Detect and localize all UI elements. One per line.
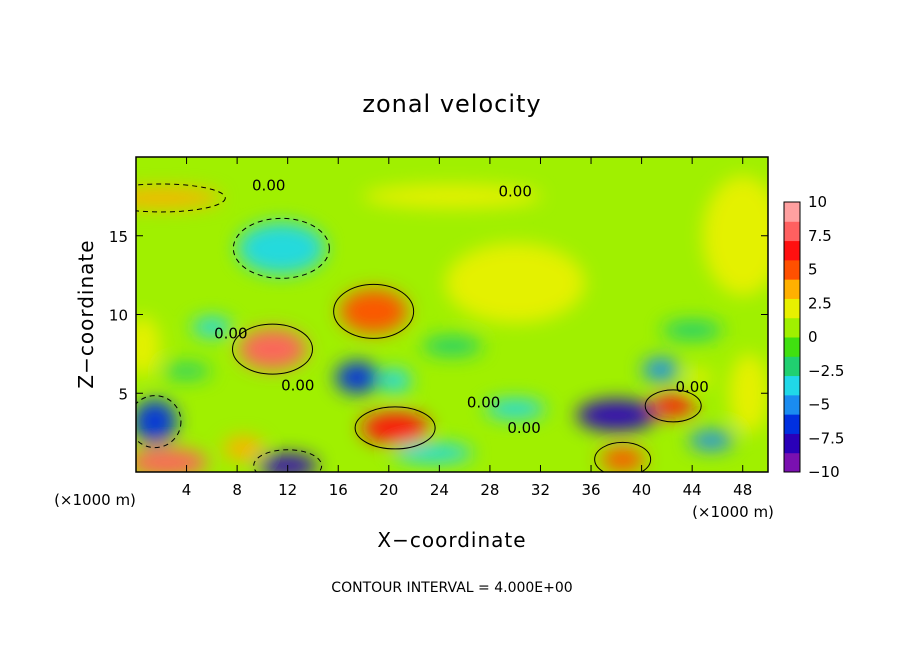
x-tick-label: 32 bbox=[531, 481, 550, 499]
contour-labels: 0.00 0.00 0.00 0.00 0.00 0.00 0.00 bbox=[214, 176, 709, 437]
velocity-cell bbox=[642, 357, 679, 382]
colorbar-tick-label: 5 bbox=[808, 261, 818, 279]
velocity-cell bbox=[257, 453, 318, 472]
velocity-cell bbox=[684, 369, 713, 386]
velocity-cell bbox=[651, 394, 696, 417]
contour-interval-note: CONTOUR INTERVAL = 4.000E+00 bbox=[331, 580, 572, 596]
colorbar-swatch bbox=[784, 375, 800, 396]
velocity-cell bbox=[485, 399, 546, 419]
x-tick-label: 16 bbox=[329, 481, 348, 499]
y-axis-ticks: 5 10 15 bbox=[109, 228, 768, 403]
x-tick-label: 28 bbox=[480, 481, 499, 499]
velocity-cell bbox=[361, 411, 430, 444]
contour-line-negative bbox=[253, 449, 323, 472]
colorbar-swatch bbox=[784, 317, 800, 338]
contour-line bbox=[333, 283, 415, 339]
x-axis-label: X−coordinate bbox=[377, 528, 526, 552]
velocity-cell bbox=[702, 175, 768, 296]
y-axis-label: Z−coordinate bbox=[74, 239, 98, 388]
contour-label: 0.00 bbox=[281, 376, 314, 394]
velocity-cell bbox=[335, 361, 380, 394]
x-tick-label: 40 bbox=[632, 481, 651, 499]
velocity-cell bbox=[445, 243, 586, 323]
velocity-cell bbox=[237, 222, 326, 275]
velocity-cell bbox=[689, 430, 734, 451]
velocity-cell bbox=[422, 336, 482, 356]
colorbar-tick-label: 2.5 bbox=[808, 294, 832, 312]
velocity-cell bbox=[136, 187, 222, 208]
velocity-cell bbox=[600, 447, 645, 472]
colorbar-tick-label: 10 bbox=[808, 193, 827, 211]
velocity-cell bbox=[136, 316, 161, 376]
colorbar-swatch bbox=[784, 337, 800, 357]
contour-label: 0.00 bbox=[214, 324, 247, 342]
velocity-cell bbox=[162, 363, 211, 380]
colorbar-swatch bbox=[784, 279, 800, 299]
chart-title: zonal velocity bbox=[362, 90, 541, 118]
colorbar-tick-label: −7.5 bbox=[808, 429, 844, 447]
colorbar-swatch bbox=[784, 298, 800, 319]
colorbar-frame bbox=[783, 201, 801, 473]
colorbar-swatch bbox=[784, 202, 800, 222]
x-unit-label-left: (×1000 m) bbox=[54, 491, 136, 509]
x-tick-label: 44 bbox=[683, 481, 702, 499]
y-tick-label: 10 bbox=[109, 307, 128, 325]
contour-line bbox=[232, 323, 314, 375]
colorbar-swatch bbox=[784, 259, 800, 280]
velocity-cell bbox=[238, 329, 307, 370]
colorbar-tick-label: −10 bbox=[808, 463, 840, 481]
colorbar-tick-label: −5 bbox=[808, 396, 830, 414]
x-tick-label: 8 bbox=[232, 481, 242, 499]
colorbar-swatch bbox=[784, 433, 800, 454]
colorbar-swatch bbox=[784, 221, 800, 242]
contour-label: 0.00 bbox=[675, 378, 708, 396]
velocity-cell bbox=[136, 399, 177, 444]
colorbar-tick-label: 0 bbox=[808, 328, 818, 346]
contour-line bbox=[354, 406, 436, 450]
velocity-cell bbox=[191, 317, 232, 338]
contour-line bbox=[594, 441, 652, 472]
colorbar-swatch bbox=[784, 356, 800, 377]
velocity-cell bbox=[136, 448, 208, 472]
velocity-cell bbox=[379, 368, 412, 393]
contour-line bbox=[644, 389, 702, 423]
velocity-cell bbox=[662, 320, 723, 341]
y-tick-label: 15 bbox=[109, 228, 128, 246]
contour-line-negative bbox=[232, 217, 330, 279]
contour-label: 0.00 bbox=[498, 183, 531, 201]
velocity-cell bbox=[729, 353, 768, 434]
colorbar-swatch bbox=[784, 414, 800, 434]
colorbar-swatch bbox=[784, 240, 800, 261]
x-tick-label: 12 bbox=[278, 481, 297, 499]
colorbar-tick-label: 7.5 bbox=[808, 227, 832, 245]
x-axis-ticks: 4 8 12 16 20 24 28 32 36 40 44 48 bbox=[182, 157, 752, 499]
colorbar-swatch bbox=[784, 452, 800, 473]
field-background bbox=[136, 157, 768, 472]
y-tick-label: 5 bbox=[118, 385, 128, 403]
x-tick-label: 4 bbox=[182, 481, 192, 499]
heatmap-field bbox=[136, 157, 768, 472]
contour-lines bbox=[136, 183, 702, 472]
colorbar-swatch bbox=[784, 394, 800, 415]
x-tick-label: 20 bbox=[379, 481, 398, 499]
x-tick-label: 48 bbox=[733, 481, 752, 499]
contour-label: 0.00 bbox=[467, 394, 500, 412]
colorbar-tick-label: −2.5 bbox=[808, 362, 844, 380]
velocity-cell bbox=[576, 399, 657, 432]
contour-line-negative bbox=[136, 395, 182, 449]
velocity-cell bbox=[362, 184, 542, 209]
contour-label: 0.00 bbox=[252, 176, 285, 194]
x-tick-label: 24 bbox=[430, 481, 449, 499]
velocity-anomalies bbox=[136, 175, 768, 472]
contour-line-negative bbox=[136, 183, 226, 213]
x-tick-label: 36 bbox=[581, 481, 600, 499]
velocity-cell bbox=[393, 443, 474, 464]
velocity-cell bbox=[339, 289, 408, 334]
velocity-cell bbox=[223, 436, 264, 461]
contour-label: 0.00 bbox=[507, 419, 540, 437]
colorbar: 10 7.5 5 2.5 0 −2.5 −5 −7.5 −10 bbox=[783, 193, 844, 481]
x-unit-label-right: (×1000 m) bbox=[692, 503, 774, 521]
